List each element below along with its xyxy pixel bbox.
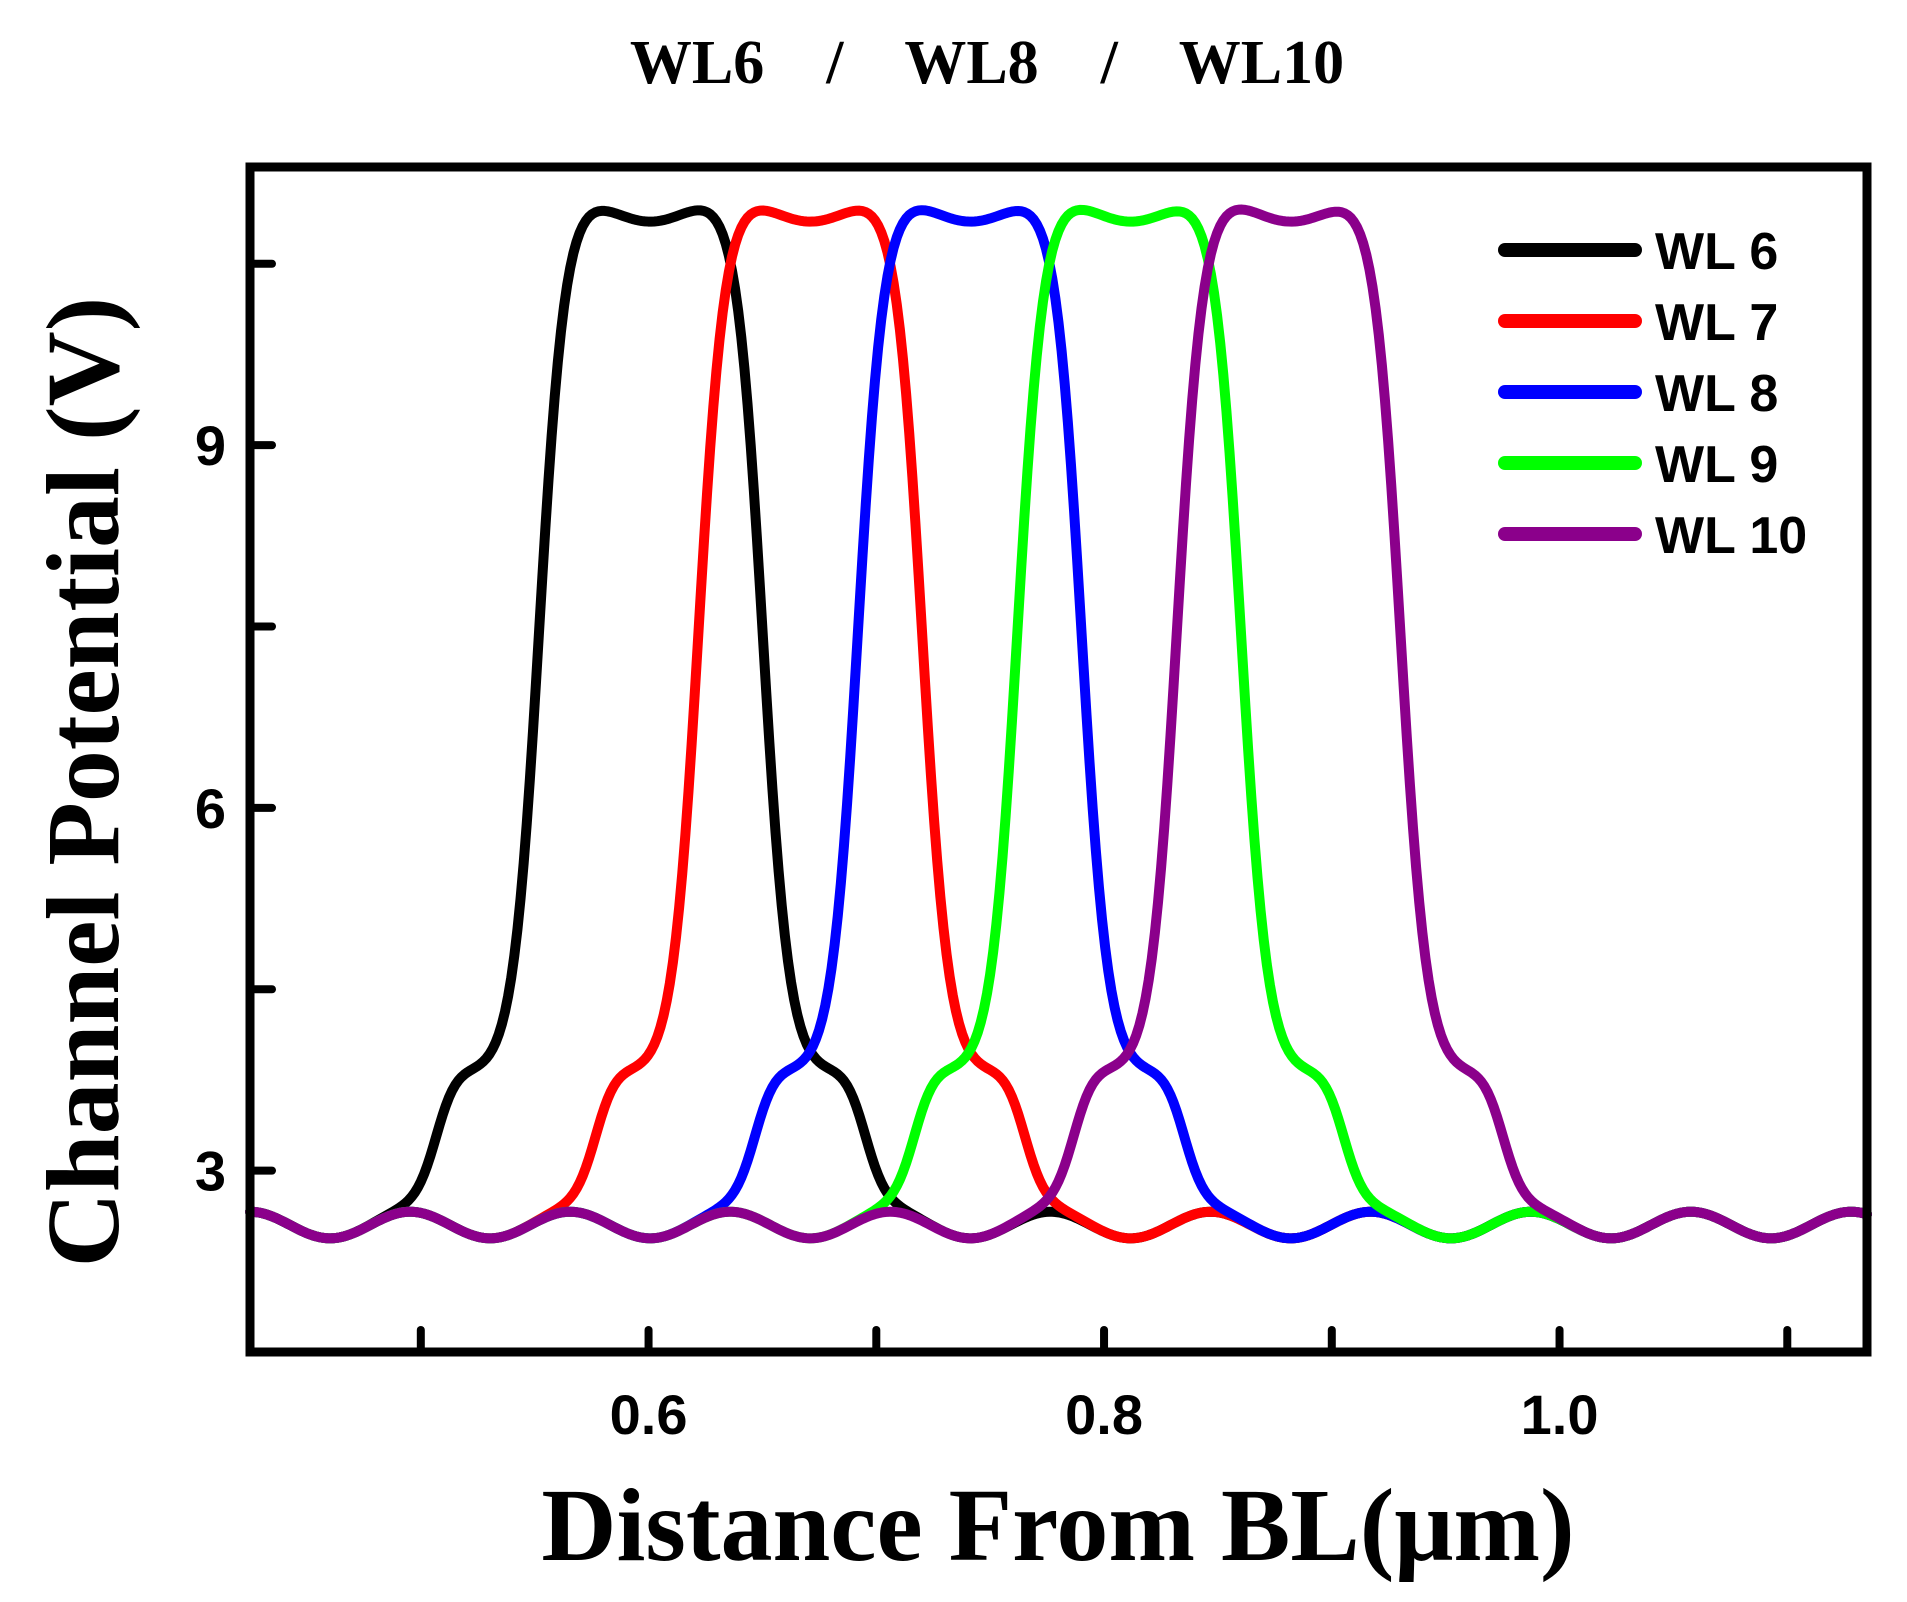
legend-label: WL 10	[1655, 507, 1807, 565]
tick-layer	[246, 259, 1792, 1356]
x-tick-label: 0.6	[610, 1383, 688, 1446]
series-layer	[245, 204, 1872, 1244]
y-tick-label: 3	[195, 1140, 226, 1203]
series-line-wl-8	[245, 205, 1872, 1244]
x-tick-labels: 0.6 0.8 1.0	[610, 1383, 1599, 1446]
legend-label: WL 6	[1655, 223, 1778, 281]
series-line-wl-10	[245, 204, 1872, 1244]
x-axis-label: Distance From BL(μm)	[541, 1468, 1574, 1583]
x-tick-label: 1.0	[1521, 1383, 1599, 1446]
plot-frame	[245, 162, 1872, 1357]
legend-label: WL 9	[1655, 436, 1778, 494]
y-tick-label: 9	[195, 414, 226, 477]
y-axis-label: Channel Potential (V)	[26, 297, 141, 1268]
legend-label: WL 7	[1655, 294, 1778, 352]
chart-title: WL6 / WL8 / WL10	[630, 29, 1344, 97]
legend: WL 6 WL 7 WL 8 WL 9 WL 10	[1498, 223, 1807, 565]
legend-label: WL 8	[1655, 365, 1778, 423]
y-tick-label: 6	[195, 777, 226, 840]
x-tick-label: 0.8	[1065, 1383, 1143, 1446]
y-tick-labels: 3 6 9	[195, 414, 226, 1203]
